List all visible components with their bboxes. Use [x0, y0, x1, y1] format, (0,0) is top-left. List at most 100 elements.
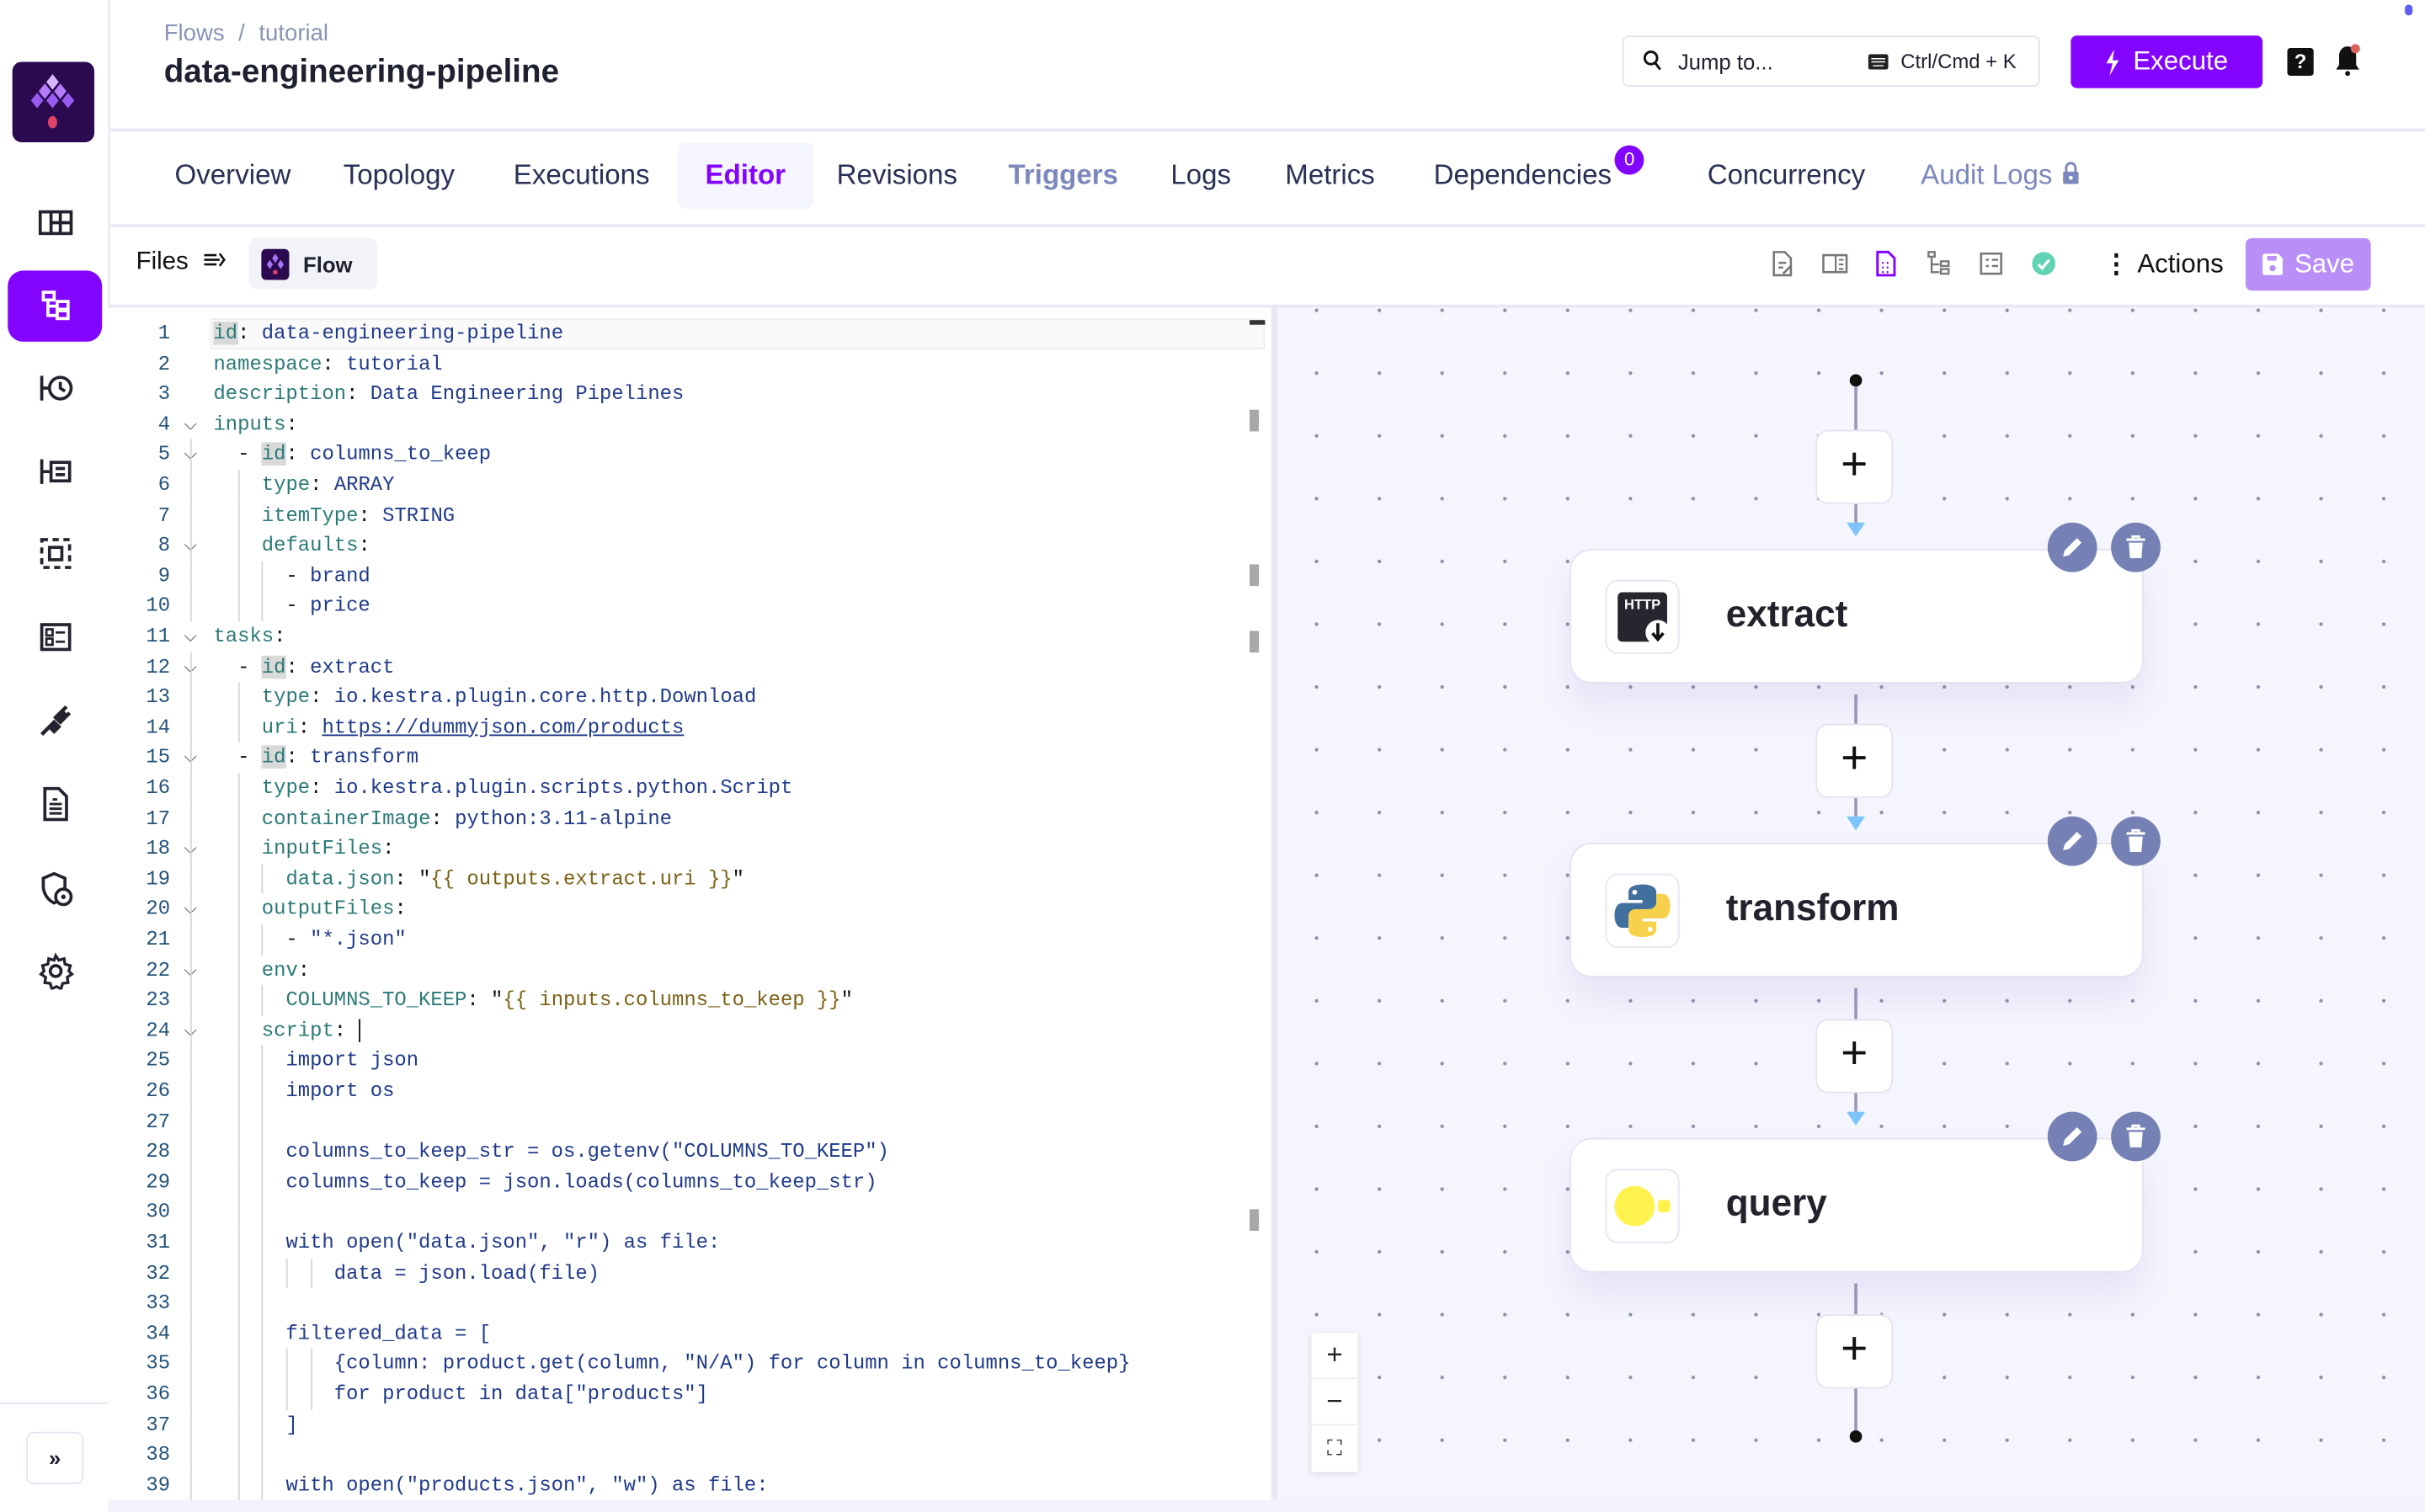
code-token-c: columns_to_keep_str = os.getenv("COLUMNS… — [285, 1139, 889, 1163]
task-node-transform[interactable]: transform — [1570, 816, 2161, 977]
breadcrumb-namespace[interactable]: tutorial — [258, 19, 329, 47]
code-line: 7 itemType: STRING — [109, 500, 1271, 531]
source-only-icon[interactable] — [1873, 250, 1899, 277]
task-node-extract[interactable]: HTTP extract — [1570, 522, 2161, 684]
templates-icon — [39, 623, 71, 652]
zoom-controls: + − ⛶ — [1311, 1333, 1358, 1472]
code-token-p — [213, 1019, 261, 1042]
sidebar-item-executions[interactable] — [8, 353, 102, 423]
tab-audit-logs[interactable]: Audit Logs — [1921, 142, 2080, 209]
tab-revisions[interactable]: Revisions — [837, 142, 957, 209]
code-token-u[interactable]: https://dummyjson.com/products — [322, 716, 685, 739]
delete-task-button[interactable] — [2111, 1111, 2161, 1162]
edge — [1854, 1283, 1857, 1315]
tab-triggers[interactable]: Triggers — [1009, 142, 1118, 209]
scrollbar-thumb[interactable] — [1250, 320, 1266, 325]
indent-guide — [261, 864, 264, 895]
documentation-view-icon[interactable] — [1978, 251, 2004, 277]
keyboard-shortcut: Ctrl/Cmd + K — [1868, 50, 2017, 72]
editor-scrollbar[interactable] — [1250, 320, 1266, 1495]
kestra-logo[interactable] — [12, 61, 95, 142]
code-token-k: containerImage — [261, 807, 431, 830]
sidebar-item-blueprints[interactable] — [8, 769, 102, 839]
code-text: data = json.load(file) — [213, 1258, 600, 1288]
source-edit-icon[interactable] — [1769, 251, 1795, 277]
code-token-v: tutorial — [346, 352, 443, 375]
sidebar-item-dashboard[interactable] — [8, 187, 102, 258]
indent-guide — [237, 530, 240, 562]
code-token-c: with open("data.json", "r") as file: — [285, 1231, 721, 1254]
tab-logs[interactable]: Logs — [1170, 142, 1231, 209]
breadcrumb-flows[interactable]: Flows — [163, 19, 225, 47]
file-tab-flow[interactable]: Flow — [248, 237, 378, 290]
topology-canvas[interactable]: + + + + HTTP extract transform query + − ⛶ — [1277, 307, 2425, 1500]
tab-metrics[interactable]: Metrics — [1285, 142, 1375, 209]
breadcrumb-separator: / — [238, 19, 245, 47]
sidebar-item-plugins[interactable] — [8, 685, 102, 756]
fold-chevron-icon[interactable]: ⌵ — [184, 413, 197, 434]
code-token-k: script — [261, 1019, 334, 1042]
add-task-button[interactable]: + — [1815, 1019, 1894, 1094]
edit-task-button[interactable] — [2047, 816, 2097, 866]
tab-concurrency[interactable]: Concurrency — [1708, 142, 1865, 209]
edit-task-button[interactable] — [2047, 1111, 2097, 1162]
tab-topology[interactable]: Topology — [344, 142, 455, 209]
valid-check-icon[interactable] — [2031, 251, 2057, 277]
code-token-k: data.json — [285, 867, 395, 891]
lightning-icon — [2107, 48, 2119, 76]
zoom-in-button[interactable]: + — [1311, 1333, 1358, 1380]
indent-guide — [237, 1076, 240, 1107]
code-token-k: defaults — [261, 534, 359, 557]
code-token-p: : — [346, 382, 370, 406]
sidebar-item-templates[interactable] — [8, 601, 102, 672]
actions-menu-button[interactable]: ⋮ Actions — [2103, 249, 2224, 280]
save-button[interactable]: Save — [2245, 237, 2371, 291]
line-number: 38 — [146, 1442, 171, 1467]
task-node-query[interactable]: query — [1570, 1111, 2161, 1273]
edge — [1854, 503, 1857, 523]
fit-view-button[interactable]: ⛶ — [1327, 1435, 1343, 1460]
code-token-c: ] — [285, 1412, 298, 1436]
sidebar-item-flows[interactable] — [8, 270, 103, 342]
zoom-out-button[interactable]: − — [1311, 1379, 1358, 1426]
logs-icon — [39, 459, 71, 484]
indent-guide — [189, 1106, 192, 1137]
indent-guide — [261, 1197, 264, 1228]
code-text: defaults: — [213, 530, 370, 561]
split-view-icon[interactable] — [1822, 251, 1848, 277]
edit-task-button[interactable] — [2047, 522, 2097, 572]
code-text: id: data-engineering-pipeline — [213, 318, 563, 349]
code-line: 35 {column: product.get(column, "N/A") f… — [109, 1349, 1271, 1380]
code-token-p — [213, 1231, 285, 1254]
delete-task-button[interactable] — [2111, 816, 2161, 866]
indent-guide — [189, 1046, 192, 1077]
sidebar-item-settings[interactable] — [8, 935, 102, 1006]
tab-overview[interactable]: Overview — [175, 142, 291, 209]
notifications-bell-icon[interactable] — [2332, 43, 2364, 85]
expand-sidebar-button[interactable]: » — [26, 1431, 84, 1485]
line-number: 8 — [157, 534, 171, 557]
execute-button[interactable]: Execute — [2071, 35, 2263, 88]
indent-guide — [237, 591, 240, 622]
panel-resize-handle[interactable] — [1271, 307, 1278, 1500]
code-token-v: data-engineering-pipeline — [261, 322, 564, 345]
topology-view-icon[interactable] — [1926, 251, 1952, 277]
tab-dependencies[interactable]: Dependencies 0 — [1434, 142, 1644, 209]
yaml-code-editor[interactable]: 1 id: data-engineering-pipeline 2 namespace… — [108, 307, 1271, 1500]
trash-icon — [2126, 1124, 2145, 1147]
tab-executions[interactable]: Executions — [514, 142, 650, 209]
fold-chevron-icon[interactable]: ⌵ — [184, 626, 197, 647]
sidebar-item-namespaces[interactable] — [8, 518, 102, 588]
add-task-button[interactable]: + — [1815, 429, 1894, 504]
edge — [1854, 797, 1857, 817]
delete-task-button[interactable] — [2111, 522, 2161, 572]
indent-guide — [237, 1227, 240, 1259]
help-icon[interactable]: ? — [2287, 47, 2314, 76]
sidebar-item-logs[interactable] — [8, 436, 102, 507]
tab-editor[interactable]: Editor — [677, 141, 814, 209]
add-task-button[interactable]: + — [1815, 723, 1894, 798]
jump-to-search[interactable]: Jump to... Ctrl/Cmd + K — [1622, 35, 2040, 87]
sidebar-item-administration[interactable] — [8, 854, 102, 924]
add-task-button[interactable]: + — [1815, 1314, 1894, 1389]
files-toggle[interactable]: Files — [136, 249, 227, 277]
